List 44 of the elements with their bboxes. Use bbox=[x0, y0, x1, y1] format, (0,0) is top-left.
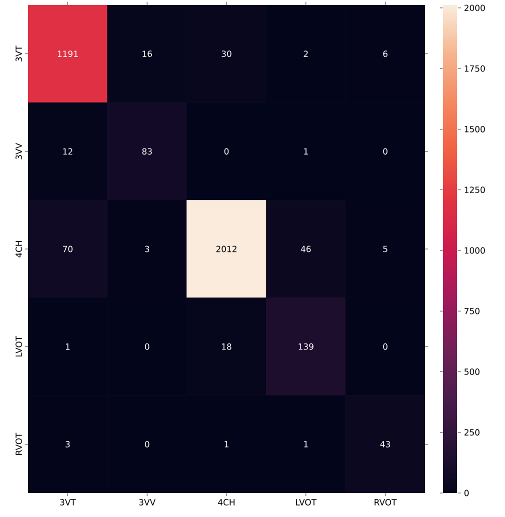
data-label: 1 bbox=[304, 148, 308, 154]
color-bar-label: 1250 bbox=[464, 186, 485, 194]
y-tick-label: LVOT bbox=[16, 336, 22, 356]
y-tick-label: 3VV bbox=[16, 142, 22, 160]
data-label: 1 bbox=[224, 441, 228, 448]
data-label: 1 bbox=[304, 441, 308, 448]
color-bar-label: 0 bbox=[464, 490, 469, 496]
data-label: 1191 bbox=[58, 50, 78, 58]
data-label: 46 bbox=[300, 246, 311, 252]
data-label: 2 bbox=[304, 50, 308, 57]
color-bar-label: 750 bbox=[464, 308, 480, 314]
color-bar-label: 2000 bbox=[464, 4, 485, 12]
x-tick-label: 4CH bbox=[218, 499, 234, 506]
data-label: 139 bbox=[298, 343, 314, 350]
color-bar-label: 500 bbox=[464, 368, 480, 375]
data-label: 3 bbox=[145, 246, 150, 252]
data-label: 43 bbox=[380, 441, 390, 448]
data-label: 0 bbox=[224, 148, 229, 155]
x-tick-label: RVOT bbox=[374, 499, 397, 506]
data-label: 70 bbox=[63, 246, 73, 252]
data-label: 5 bbox=[383, 246, 388, 252]
x-tick-label: LVOT bbox=[296, 499, 317, 506]
data-label: 16 bbox=[142, 50, 152, 58]
color-bar-label: 1000 bbox=[464, 247, 485, 254]
data-label: 1 bbox=[66, 344, 70, 350]
color-bar-label: 250 bbox=[464, 429, 480, 436]
data-label: 18 bbox=[222, 343, 232, 350]
y-tick-label: RVOT bbox=[16, 432, 22, 455]
data-label: 12 bbox=[63, 148, 72, 155]
data-label: 6 bbox=[383, 50, 388, 58]
data-label: 0 bbox=[383, 148, 388, 155]
x-tick-label: 3VT bbox=[60, 499, 76, 506]
y-tick-label: 3VT bbox=[16, 46, 22, 62]
data-label: 0 bbox=[144, 343, 150, 350]
data-label: 3 bbox=[66, 441, 70, 448]
data-label: 0 bbox=[144, 441, 150, 448]
color-bar-label: 1750 bbox=[464, 65, 485, 72]
x-tick-label: 3VV bbox=[139, 499, 156, 506]
y-tick-label: 4CH bbox=[16, 241, 22, 258]
data-label: 83 bbox=[142, 148, 152, 155]
color-bar-label: 1500 bbox=[464, 126, 485, 132]
data-label: 30 bbox=[222, 50, 232, 58]
data-label: 2012 bbox=[216, 246, 236, 252]
data-label: 0 bbox=[383, 343, 388, 350]
